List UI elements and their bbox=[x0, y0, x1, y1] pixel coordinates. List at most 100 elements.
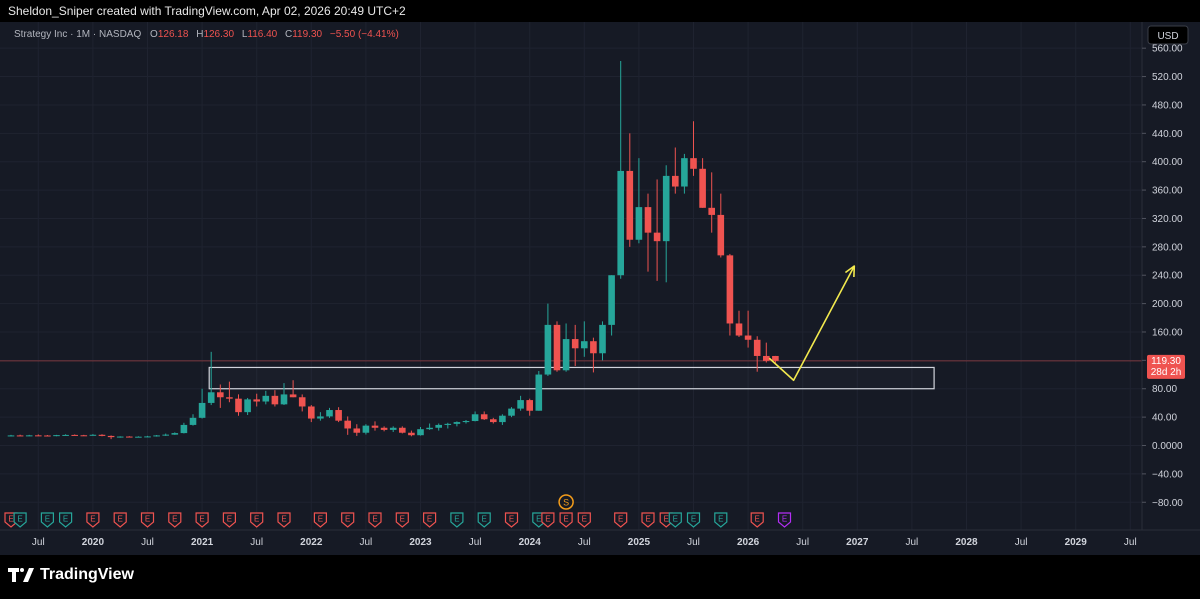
earnings-letter: E bbox=[227, 515, 232, 524]
earnings-marker: E bbox=[541, 512, 555, 528]
time-tick-label: 2029 bbox=[1065, 537, 1088, 548]
dividend-marker: S bbox=[558, 494, 574, 510]
time-tick-label: 2023 bbox=[409, 537, 432, 548]
currency-button[interactable]: USD bbox=[1147, 25, 1189, 45]
earnings-letter: E bbox=[199, 515, 204, 524]
tradingview-logo[interactable]: TradingView bbox=[8, 566, 134, 584]
candle bbox=[499, 414, 506, 425]
time-tick-label: Jul bbox=[469, 537, 482, 548]
candle-body bbox=[80, 435, 88, 437]
earnings-letter: E bbox=[691, 515, 696, 524]
earnings-flag bbox=[395, 512, 409, 528]
candle-body bbox=[116, 436, 124, 438]
candle-body bbox=[662, 175, 670, 242]
candle-body bbox=[162, 434, 169, 436]
earnings-flag bbox=[40, 512, 54, 528]
legend-close: 119.30 bbox=[292, 29, 322, 40]
grid bbox=[0, 22, 1142, 530]
candle-body bbox=[353, 428, 361, 433]
candle-body bbox=[453, 422, 461, 424]
candle bbox=[107, 435, 115, 440]
candle bbox=[380, 426, 388, 432]
price-tick-label: 240.00 bbox=[1152, 271, 1183, 282]
candle-body bbox=[298, 397, 306, 407]
projection-arrow[interactable] bbox=[768, 265, 856, 382]
event-markers: E E E E E E E E E E E E E E E E E E E E E ESE E E E E E E E E E bbox=[4, 494, 792, 528]
candle bbox=[753, 336, 761, 372]
earnings-flag bbox=[750, 512, 764, 528]
candle-body bbox=[389, 427, 397, 430]
candlestick-chart[interactable]: E E E E E E E E E E E E E E E E E E E E E ESE E E E E E E E E E 560.00… bbox=[0, 22, 1200, 555]
earnings-flag bbox=[59, 512, 73, 528]
earnings-flag bbox=[668, 512, 682, 528]
price-tick-label: −40.00 bbox=[1152, 469, 1183, 480]
candle bbox=[7, 434, 15, 437]
earnings-marker: E bbox=[450, 512, 464, 528]
earnings-marker: E bbox=[168, 512, 182, 528]
candle bbox=[326, 407, 333, 418]
candle-body bbox=[772, 355, 779, 361]
candle-body bbox=[7, 435, 15, 437]
candle-body bbox=[763, 355, 770, 361]
earnings-letter: E bbox=[118, 515, 123, 524]
time-tick-label: Jul bbox=[687, 537, 700, 548]
candle bbox=[772, 355, 779, 363]
candle bbox=[462, 419, 470, 424]
earnings-marker: E bbox=[750, 512, 764, 528]
candle-body bbox=[308, 406, 315, 419]
candle bbox=[490, 417, 497, 424]
candle bbox=[171, 432, 179, 435]
earnings-letter: E bbox=[454, 515, 459, 524]
candle-body bbox=[153, 435, 160, 437]
earnings-flag bbox=[541, 512, 555, 528]
candle bbox=[62, 434, 69, 436]
candle bbox=[344, 416, 351, 435]
support-zone[interactable] bbox=[208, 366, 935, 390]
earnings-marker: E bbox=[13, 512, 27, 528]
candle-body bbox=[198, 402, 206, 418]
earnings-flag bbox=[504, 512, 519, 528]
earnings-letter: E bbox=[8, 515, 13, 524]
candle bbox=[453, 421, 461, 427]
candle-body bbox=[244, 399, 251, 413]
candles bbox=[7, 60, 779, 440]
candle-body bbox=[280, 394, 288, 405]
candle bbox=[317, 412, 324, 421]
candle bbox=[298, 394, 306, 412]
earnings-flag bbox=[195, 512, 209, 528]
candle-body bbox=[217, 392, 224, 398]
candle bbox=[726, 253, 734, 336]
time-tick-label: Jul bbox=[32, 537, 45, 548]
candle bbox=[635, 158, 643, 244]
earnings-marker: E bbox=[477, 512, 491, 528]
caption-bar: Sheldon_Sniper created with TradingView.… bbox=[0, 0, 1200, 22]
time-axis[interactable]: Jul 2020 Jul 2021 Jul 2022 Jul 2023 Jul 2024 Jul 20… bbox=[0, 529, 1200, 548]
candle-body bbox=[371, 425, 379, 428]
candle bbox=[35, 434, 42, 437]
time-tick-label: 2020 bbox=[82, 537, 105, 548]
ohlc-legend: Strategy Inc · 1M · NASDAQ O126.18 H126.… bbox=[14, 29, 399, 40]
candle-body bbox=[62, 434, 69, 436]
candle-body bbox=[562, 339, 570, 371]
candle-body bbox=[608, 275, 615, 325]
candle bbox=[253, 393, 260, 407]
candle-body bbox=[317, 416, 324, 419]
candle-body bbox=[672, 175, 679, 187]
candle bbox=[699, 158, 706, 208]
candle bbox=[135, 436, 142, 438]
candle bbox=[71, 434, 78, 436]
price-tick-label: 200.00 bbox=[1152, 299, 1183, 310]
candle bbox=[471, 411, 479, 422]
candle-body bbox=[135, 436, 142, 438]
price-axis[interactable]: 560.00 520.00 480.00 440.00 400.00 360.00 320.… bbox=[1141, 22, 1200, 555]
price-tick-label: 440.00 bbox=[1152, 129, 1183, 140]
earnings-flag bbox=[13, 512, 27, 528]
candle bbox=[626, 133, 634, 247]
candle bbox=[153, 434, 160, 437]
candle-body bbox=[326, 410, 333, 417]
candle bbox=[735, 310, 743, 337]
candle bbox=[535, 371, 543, 411]
earnings-flag bbox=[113, 512, 127, 528]
earnings-marker: E bbox=[195, 512, 209, 528]
